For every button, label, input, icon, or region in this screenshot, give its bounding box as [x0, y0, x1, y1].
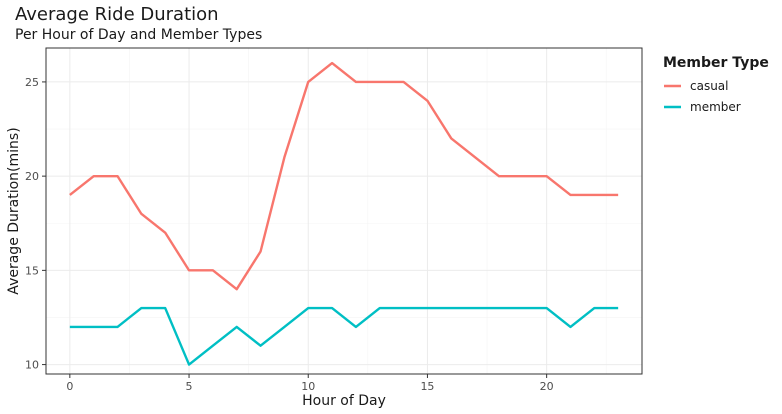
- chart-title: Average Ride Duration: [15, 4, 219, 25]
- series-line-casual: [69, 61, 619, 291]
- x-tick-label: 5: [186, 380, 193, 393]
- chart-subtitle: Per Hour of Day and Member Types: [15, 27, 262, 43]
- legend-items: casual member: [664, 79, 741, 114]
- x-tick-label: 0: [66, 380, 73, 393]
- y-tick-label: 15: [25, 264, 39, 277]
- y-tick-label: 25: [25, 76, 39, 89]
- x-tick-label: 20: [540, 380, 554, 393]
- legend: Member Type casual member: [663, 55, 769, 114]
- y-axis-title: Average Duration(mins): [6, 127, 22, 294]
- y-tick-label: 20: [25, 170, 39, 183]
- series-line-member: [69, 306, 619, 366]
- axes: 0 5 10 15 20 10 15 20 25: [25, 76, 554, 393]
- plot-panel-border: [45, 47, 643, 375]
- x-tick-label: 15: [420, 380, 434, 393]
- x-tick-label: 10: [301, 380, 315, 393]
- legend-label-casual: casual: [690, 79, 729, 93]
- legend-title: Member Type: [663, 55, 769, 71]
- legend-label-member: member: [690, 100, 741, 114]
- grid: [46, 48, 642, 374]
- series-lines: [69, 61, 619, 366]
- y-tick-label: 10: [25, 359, 39, 372]
- x-axis-title: Hour of Day: [302, 393, 386, 409]
